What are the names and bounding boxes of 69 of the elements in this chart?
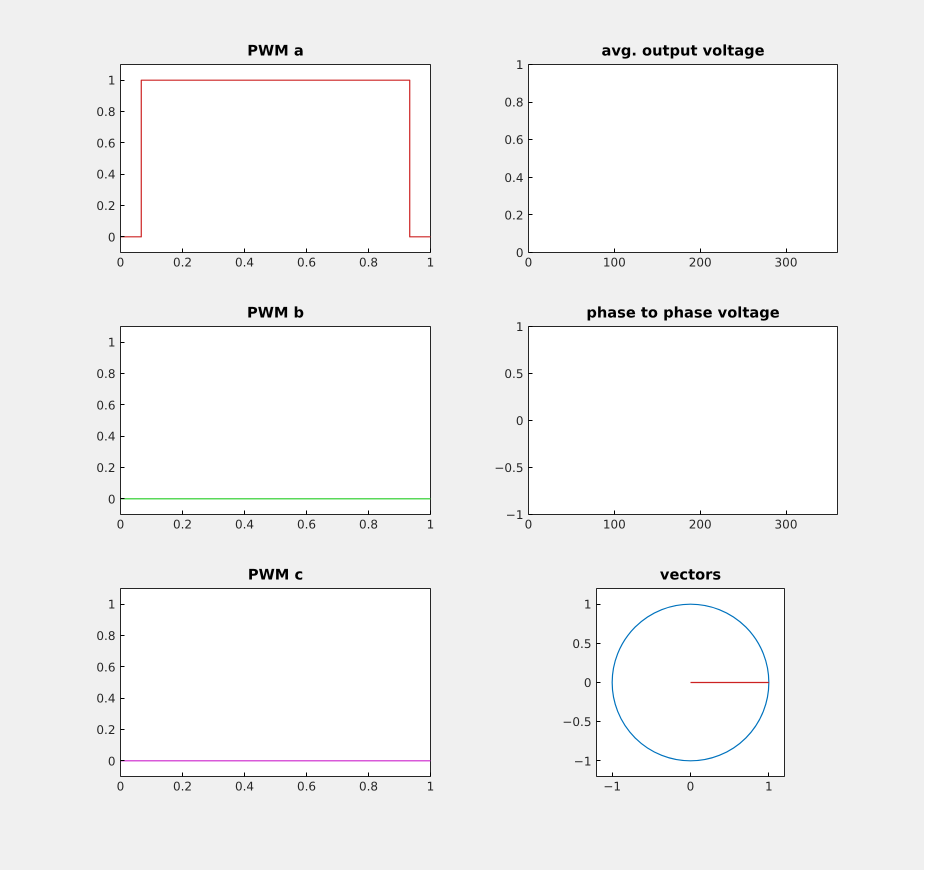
x-tick-label: 1 [426,780,434,794]
chart-title: PWM b [246,304,304,322]
x-tick-label: 200 [688,518,712,532]
y-tick-label: 0.2 [504,208,524,222]
x-tick-label: −1 [603,780,622,794]
y-tick-label: 1 [516,320,524,334]
x-tick-label: 0.4 [234,780,254,794]
chart-title: vectors [660,566,722,584]
x-tick-label: 0.8 [358,256,378,270]
y-tick-label: 1 [108,598,116,612]
x-tick-label: 0 [524,518,532,532]
x-tick-label: 0 [116,518,124,532]
x-tick-label: 0 [116,256,124,270]
y-tick-label: 0.4 [96,692,116,706]
y-tick-label: 0.5 [504,367,524,381]
y-tick-label: 1 [516,58,524,72]
chart-title: PWM c [248,566,304,584]
y-tick-label: −0.5 [562,715,592,730]
x-tick-label: 0.2 [172,256,192,270]
x-tick-label: 0.6 [296,256,316,270]
y-tick-label: 1 [584,598,592,612]
x-tick-label: 0 [524,256,532,270]
chart-title: PWM a [247,42,304,60]
x-tick-label: 100 [602,518,626,532]
x-tick-label: 0.8 [358,780,378,794]
y-tick-label: 0 [108,492,116,506]
x-tick-label: 0.6 [296,780,316,794]
x-tick-label: 300 [774,256,798,270]
x-tick-label: 0.4 [234,256,254,270]
y-tick-label: 0 [516,246,524,260]
x-tick-label: 0 [116,780,124,794]
x-tick-label: 300 [774,518,798,532]
y-tick-label: −1 [574,754,592,768]
x-tick-label: 0.8 [358,518,378,532]
chart-title: phase to phase voltage [586,304,780,322]
y-tick-label: 0.4 [96,430,116,444]
y-tick-label: 0.8 [96,367,116,381]
y-tick-label: −0.5 [494,461,524,475]
x-tick-label: 1 [426,256,434,270]
y-tick-label: 0 [584,676,592,690]
y-tick-label: 0.2 [96,461,116,475]
y-tick-label: 0.6 [96,398,116,412]
y-tick-label: 0 [108,754,116,768]
x-tick-label: 0 [686,780,694,794]
y-tick-label: 0.8 [96,629,116,643]
y-tick-label: 0.4 [96,168,116,182]
y-tick-label: 0.2 [96,723,116,737]
y-tick-label: 0.6 [504,133,524,148]
x-tick-label: 1 [765,780,773,794]
y-tick-label: 0.5 [572,636,592,651]
y-tick-label: 0.6 [96,660,116,674]
x-tick-label: 1 [426,518,434,532]
x-tick-label: 0.4 [234,518,254,532]
y-tick-label: 1 [108,74,116,88]
x-tick-label: 100 [602,256,626,270]
y-tick-label: 0.4 [504,170,524,185]
y-tick-label: 0.8 [96,105,116,119]
y-tick-label: −1 [506,508,524,522]
y-tick-label: 1 [108,336,116,350]
y-tick-label: 0.2 [96,199,116,213]
y-tick-label: 0.6 [96,136,116,150]
x-tick-label: 200 [688,256,712,270]
x-tick-label: 0.2 [172,780,192,794]
y-tick-label: 0 [108,230,116,244]
x-tick-label: 0.2 [172,518,192,532]
y-tick-label: 0.8 [504,96,524,110]
x-tick-label: 0.6 [296,518,316,532]
chart-title: avg. output voltage [601,42,765,60]
y-tick-label: 0 [516,414,524,428]
